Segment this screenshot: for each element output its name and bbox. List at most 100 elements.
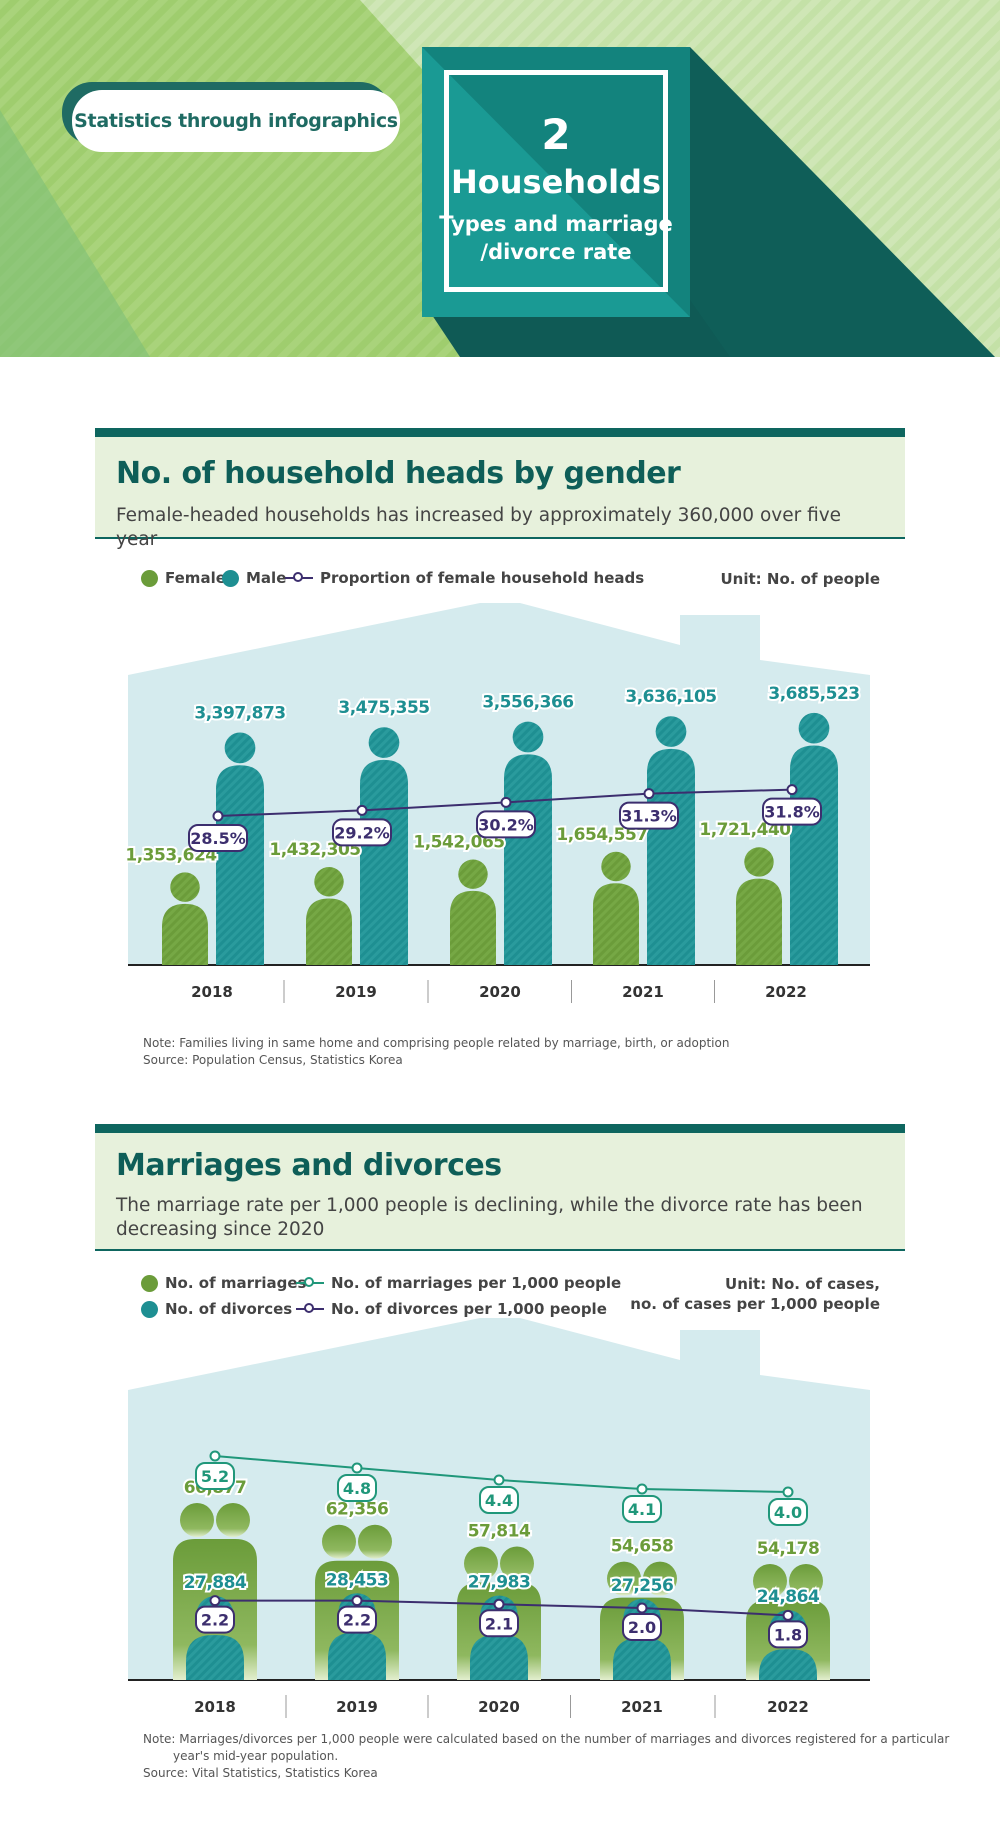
marriages-dot-icon [141, 1274, 158, 1292]
marriages-value-label: 54,178 [757, 1539, 820, 1559]
marriage-rate-label-box [622, 1495, 662, 1523]
marriage-rate-label: 5.2 [201, 1467, 229, 1486]
proportion-label: 29.2% [334, 823, 390, 842]
x-tick-label: 2021 [621, 1698, 663, 1716]
marriages-value-label: 62,356 [326, 1500, 389, 1520]
legend-female: Female [141, 569, 226, 587]
marriages-divorces-chart: 66,87727,884201862,35628,453201957,81427… [128, 1318, 870, 1718]
x-tick-label: 2021 [622, 983, 664, 1001]
divorce-rate-label: 2.2 [343, 1611, 371, 1630]
x-tick-label: 2022 [767, 1698, 809, 1716]
divorces-value-label: 24,864 [757, 1587, 820, 1607]
divorce-rate-label: 1.8 [774, 1625, 802, 1644]
marriage-rate-label-box [768, 1498, 808, 1526]
marriage-rate-label-box [337, 1474, 377, 1502]
divorces-dot-icon [141, 1300, 158, 1318]
legend-divorce-rate: No. of divorces per 1,000 people [296, 1300, 607, 1318]
section1-header: No. of household heads by gender Female-… [95, 428, 905, 550]
proportion-point [643, 788, 655, 800]
proportion-point [212, 810, 224, 822]
badge-frame [444, 70, 668, 292]
infographics-tag: Statistics through infographics [72, 90, 400, 152]
divorce-rate-point [636, 1602, 648, 1614]
legend-proportion-label: Proportion of female household heads [320, 569, 645, 587]
male-dot-icon [222, 569, 239, 587]
marriage-rate-point [209, 1450, 221, 1462]
section2-subtitle: The marriage rate per 1,000 people is de… [116, 1195, 863, 1240]
section1-notes: Note: Families living in same home and c… [143, 1035, 729, 1069]
female-value-label: 1,654,557 [556, 825, 647, 845]
female-figure [306, 867, 352, 965]
divorces-value-label: 27,983 [468, 1572, 531, 1592]
marriages-value-label: 57,814 [468, 1521, 531, 1541]
divorce-rate-label-box [337, 1605, 377, 1634]
female-figure [162, 872, 208, 965]
section2-note-line1: Note: Marriages/divorces per 1,000 peopl… [143, 1732, 950, 1746]
marriage-rate-label: 4.8 [343, 1479, 371, 1498]
marriage-rate-point [782, 1486, 794, 1498]
proportion-label: 31.3% [621, 807, 677, 826]
marriage-rate-label: 4.4 [485, 1491, 513, 1510]
section2-unit-line1: Unit: No. of cases, [725, 1275, 880, 1293]
marriage-rate-label: 4.0 [774, 1503, 802, 1522]
proportion-label-box [188, 824, 248, 852]
divorce-rate-point [209, 1595, 221, 1607]
female-dot-icon [141, 569, 158, 587]
marriage-rate-point [493, 1474, 505, 1486]
section1-subtitle: Female-headed households has increased b… [116, 505, 842, 550]
divorce-rate-label: 2.1 [485, 1614, 513, 1633]
badge-subtitle: Types and marriage /divorce rate [422, 210, 690, 266]
section1-source: Source: Population Census, Statistics Ko… [143, 1053, 403, 1067]
marriage-rate-point [351, 1462, 363, 1474]
male-figure [360, 727, 408, 965]
section1-unit: Unit: No. of people [720, 570, 881, 588]
marriage-rate-marker-icon [296, 1277, 324, 1289]
section2-notes: Note: Marriages/divorces per 1,000 peopl… [143, 1731, 949, 1782]
proportion-point [356, 804, 368, 816]
proportion-label-box [332, 818, 392, 847]
banner-background [0, 0, 1000, 357]
x-tick-label: 2019 [336, 1698, 378, 1716]
legend-proportion: Proportion of female household heads [285, 569, 644, 587]
divorce-rate-point [351, 1595, 363, 1607]
divorce-rate-point [782, 1609, 794, 1621]
divorce-rate-label: 2.2 [201, 1611, 229, 1630]
badge-title: Households [451, 163, 661, 201]
male-value-label: 3,685,523 [768, 684, 859, 704]
divorce-rate-label-box [195, 1605, 235, 1634]
marriage-rate-point [636, 1483, 648, 1495]
x-tick-label: 2020 [479, 983, 521, 1001]
divorces-value-label: 27,884 [184, 1573, 247, 1593]
section2-unit-line2: no. of cases per 1,000 people [630, 1295, 880, 1313]
badge-subtitle-line1: Types and marriage [439, 212, 673, 236]
x-tick-label: 2020 [478, 1698, 520, 1716]
divorce-rate-label: 2.0 [628, 1618, 656, 1637]
badge-number: 2 [541, 110, 571, 159]
male-value-label: 3,397,873 [194, 704, 285, 724]
section1-note: Note: Families living in same home and c… [143, 1036, 730, 1050]
legend-marriage-rate: No. of marriages per 1,000 people [296, 1274, 621, 1292]
female-figure [736, 847, 782, 965]
divorce-rate-label-box [768, 1620, 808, 1649]
divorce-rate-label-box [622, 1613, 662, 1641]
section2-header: Marriages and divorces The marriage rate… [95, 1124, 905, 1251]
x-tick-label: 2019 [335, 983, 377, 1001]
proportion-point [786, 784, 798, 796]
divorce-rate-point [493, 1598, 505, 1610]
male-value-label: 3,475,355 [338, 698, 429, 718]
female-figure [593, 851, 639, 965]
household-heads-chart: 1,353,6243,397,87320181,432,3053,475,355… [123, 603, 870, 1003]
proportion-point [500, 796, 512, 808]
male-figure [504, 721, 552, 965]
proportion-label: 30.2% [478, 815, 534, 834]
male-value-label: 3,636,105 [625, 687, 716, 707]
legend-divorces-label: No. of divorces [165, 1300, 293, 1318]
marriage-rate-label-box [195, 1462, 235, 1490]
proportion-label: 31.8% [764, 803, 820, 822]
male-value-label: 3,556,366 [482, 693, 573, 713]
x-tick-label: 2018 [194, 1698, 236, 1716]
section1-title: No. of household heads by gender [116, 456, 681, 491]
divorces-value-label: 28,453 [326, 1570, 389, 1590]
x-tick-label: 2018 [191, 983, 233, 1001]
legend-male-label: Male [246, 569, 287, 587]
